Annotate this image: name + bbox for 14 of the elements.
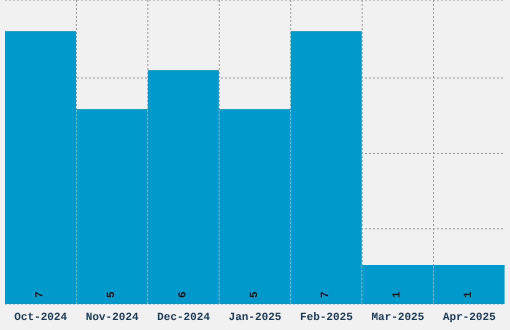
- data-label: 5: [248, 291, 261, 298]
- data-label: 6: [177, 291, 190, 298]
- x-tick-label: Nov-2024: [86, 312, 139, 324]
- x-tick-label: Apr-2025: [442, 312, 496, 324]
- x-tick-label: Dec-2024: [157, 312, 210, 324]
- data-label: 5: [106, 291, 118, 298]
- x-tick-label: Feb-2025: [300, 312, 354, 324]
- data-label: 7: [34, 291, 46, 298]
- x-tick-label: Oct-2024: [14, 312, 68, 324]
- x-tick-label: Jan-2025: [228, 312, 282, 324]
- data-label: 1: [392, 291, 404, 298]
- x-tick-label: Mar-2025: [371, 312, 425, 324]
- data-label: 7: [320, 291, 332, 298]
- data-label: 1: [463, 291, 476, 298]
